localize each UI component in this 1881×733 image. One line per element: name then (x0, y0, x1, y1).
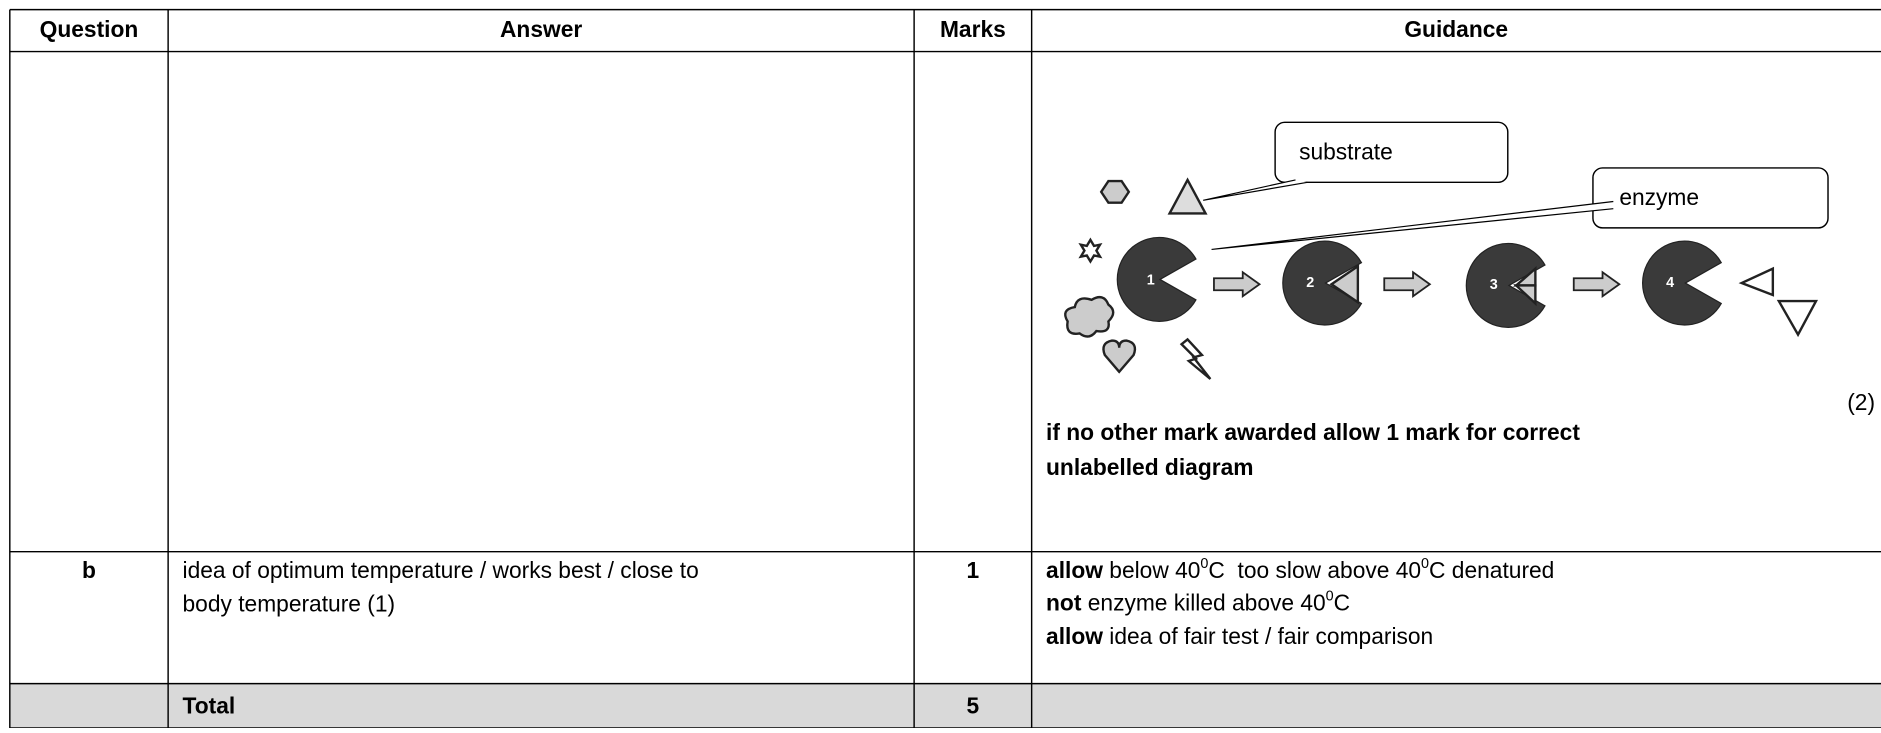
step-label: 1 (1147, 272, 1155, 288)
step-label: 4 (1666, 275, 1674, 291)
text-segment: 0 (1200, 556, 1208, 572)
step-label: 2 (1306, 275, 1314, 291)
total-marks: 5 (967, 693, 980, 719)
text-segment: allow (1046, 623, 1103, 649)
guidance-line: allow idea of fair test / fair compariso… (1046, 623, 1433, 649)
header-cell: Answer (500, 16, 582, 42)
text-segment: 0 (1326, 588, 1334, 604)
marks-note: (2) (1847, 389, 1875, 415)
text-segment: 0 (1421, 556, 1429, 572)
diagram-label: enzyme (1619, 184, 1699, 210)
text-segment: below 40 (1103, 557, 1200, 583)
text-segment: allow (1046, 557, 1103, 583)
question-cell: b (82, 557, 96, 583)
text-segment: C denatured (1429, 557, 1554, 583)
header-cell: Question (40, 16, 139, 42)
text-segment: C (1334, 589, 1350, 615)
guidance-line: not enzyme killed above 400C (1046, 588, 1350, 615)
text-segment: not (1046, 589, 1082, 615)
guidance-line: allow below 400C too slow above 400C den… (1046, 556, 1554, 583)
total-label: Total (183, 693, 236, 719)
guidance-note: if no other mark awarded allow 1 mark fo… (1046, 419, 1580, 445)
header-cell: Marks (940, 16, 1006, 42)
text-segment: idea of fair test / fair comparison (1103, 623, 1433, 649)
enzyme-diagram: substrate enzyme 1 2 3 4 (1064, 121, 1829, 380)
guidance-note: unlabelled diagram (1046, 454, 1253, 480)
diagram-label: substrate (1299, 139, 1393, 165)
text-segment: enzyme killed above 40 (1081, 589, 1325, 615)
text-segment: C too slow above 40 (1208, 557, 1421, 583)
answer-line: idea of optimum temperature / works best… (183, 557, 699, 583)
step-label: 3 (1490, 277, 1498, 293)
header-cell: Guidance (1404, 16, 1508, 42)
marks-cell: 1 (967, 557, 980, 583)
answer-line: body temperature (1) (183, 591, 396, 617)
total-row-bg (9, 683, 1881, 728)
